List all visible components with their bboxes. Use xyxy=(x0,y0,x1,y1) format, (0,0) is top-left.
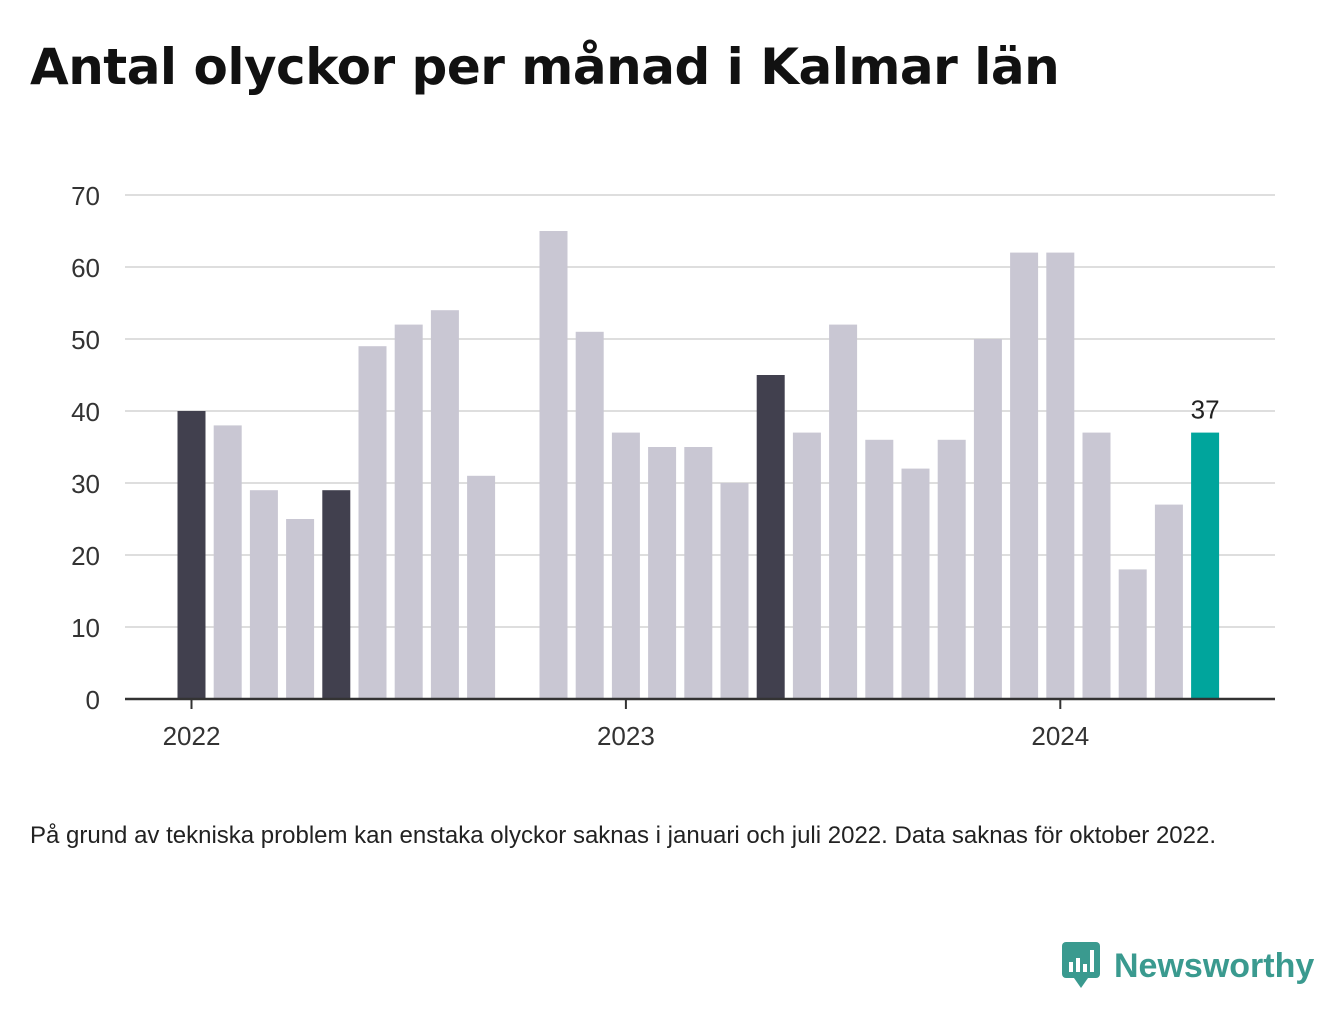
bar-2023-05 xyxy=(756,375,785,699)
y-tick-label: 0 xyxy=(86,685,100,715)
bar-2024-02 xyxy=(1082,432,1111,699)
x-tick-label: 2023 xyxy=(597,721,655,751)
bar-2022-02 xyxy=(213,425,242,699)
brand-logo[interactable]: Newsworthy xyxy=(1060,940,1314,992)
bar-2022-05 xyxy=(322,490,351,699)
bar-2022-04 xyxy=(286,519,315,699)
newsworthy-logo-icon xyxy=(1062,942,1100,988)
footnote: På grund av tekniska problem kan enstaka… xyxy=(30,822,1217,849)
bar-2022-12 xyxy=(575,331,604,699)
bar-2022-03 xyxy=(249,490,278,699)
bar-2023-07 xyxy=(829,324,858,699)
labels: 0 10 20 30 40 50 60 70 2022 2023 2024 37 xyxy=(71,181,1219,751)
bar-2023-02 xyxy=(648,447,677,699)
bar-2024-04 xyxy=(1154,504,1183,699)
bar-2024-01 xyxy=(1046,252,1075,699)
brand-name: Newsworthy xyxy=(1114,946,1315,985)
bar-2023-08 xyxy=(865,439,894,699)
data-label: 37 xyxy=(1191,395,1220,425)
bar-2023-09 xyxy=(901,468,930,699)
y-tick-label: 60 xyxy=(71,253,100,283)
bar-2023-01 xyxy=(611,432,640,699)
y-tick-label: 70 xyxy=(71,181,100,211)
bar-2022-06 xyxy=(358,346,387,699)
axes xyxy=(125,697,1275,709)
chart-title: Antal olyckor per månad i Kalmar län xyxy=(30,38,1060,96)
bar-2023-04 xyxy=(720,483,749,699)
bar-2022-08 xyxy=(430,310,459,699)
bar-2022-01 xyxy=(177,411,206,699)
x-tick-label: 2022 xyxy=(163,721,221,751)
bar-2023-10 xyxy=(937,439,966,699)
bars xyxy=(177,231,1220,699)
x-tick-label: 2024 xyxy=(1031,721,1089,751)
bar-2022-07 xyxy=(394,324,423,699)
bar-2022-09 xyxy=(467,475,496,699)
bar-2022-11 xyxy=(539,231,568,699)
bar-2024-03 xyxy=(1118,569,1147,699)
bar-chart: 0 10 20 30 40 50 60 70 2022 2023 2024 37 xyxy=(71,181,1275,751)
bar-2024-05 xyxy=(1191,432,1220,699)
y-tick-label: 30 xyxy=(71,469,100,499)
y-tick-label: 40 xyxy=(71,397,100,427)
y-tick-label: 20 xyxy=(71,541,100,571)
bar-2023-03 xyxy=(684,447,713,699)
y-tick-label: 50 xyxy=(71,325,100,355)
y-tick-label: 10 xyxy=(71,613,100,643)
bar-2023-12 xyxy=(1010,252,1039,699)
bar-2023-11 xyxy=(973,339,1002,699)
bar-2023-06 xyxy=(792,432,821,699)
